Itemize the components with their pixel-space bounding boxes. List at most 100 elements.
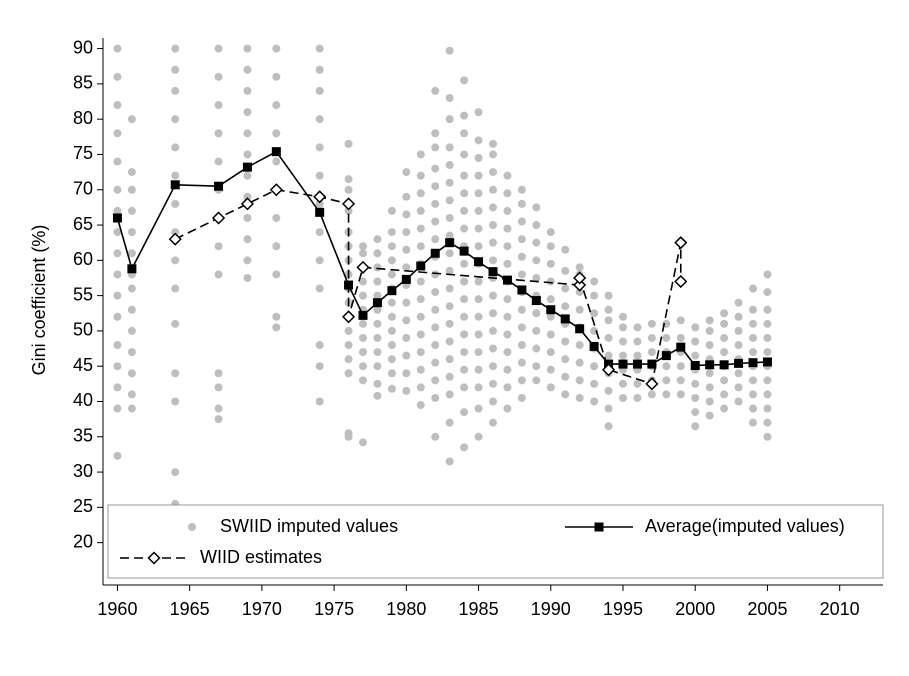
scatter-point bbox=[171, 468, 180, 477]
scatter-point bbox=[561, 302, 570, 311]
scatter-point bbox=[489, 150, 497, 159]
line-point bbox=[575, 324, 585, 334]
scatter-point bbox=[749, 333, 757, 342]
scatter-point bbox=[113, 101, 122, 110]
line-point bbox=[674, 274, 688, 289]
line-point bbox=[168, 232, 182, 246]
scatter-point bbox=[590, 326, 599, 335]
scatter-point bbox=[359, 319, 367, 328]
scatter-point bbox=[705, 383, 714, 392]
scatter-point bbox=[431, 323, 440, 332]
scatter-point bbox=[127, 284, 136, 293]
line-point bbox=[676, 342, 686, 352]
scatter-point bbox=[113, 206, 122, 215]
x-tick-label: 2000 bbox=[675, 599, 715, 619]
scatter-point bbox=[561, 337, 570, 346]
scatter-point bbox=[720, 376, 729, 385]
scatter-point bbox=[460, 330, 469, 339]
scatter-point bbox=[359, 376, 367, 385]
scatter-point bbox=[474, 136, 483, 145]
scatter-point bbox=[373, 362, 382, 371]
scatter-point bbox=[720, 309, 729, 318]
scatter-point bbox=[243, 129, 252, 138]
scatter-point bbox=[474, 330, 483, 339]
scatter-point bbox=[315, 397, 324, 406]
scatter-point bbox=[691, 379, 700, 388]
y-tick-label: 80 bbox=[73, 108, 93, 128]
scatter-point bbox=[720, 333, 729, 342]
line-point bbox=[341, 197, 356, 211]
y-axis-label: Gini coefficient (%) bbox=[29, 225, 49, 376]
scatter-point bbox=[402, 192, 411, 201]
scatter-point bbox=[445, 93, 454, 102]
scatter-point bbox=[445, 319, 454, 328]
scatter-point bbox=[517, 376, 526, 385]
x-tick-label: 1990 bbox=[531, 599, 571, 619]
y-tick-label: 20 bbox=[73, 531, 93, 551]
scatter-point bbox=[431, 288, 440, 297]
scatter-point bbox=[243, 150, 252, 159]
scatter-point bbox=[532, 376, 541, 385]
legend-symbol bbox=[188, 523, 196, 531]
scatter-point bbox=[431, 376, 440, 385]
scatter-point bbox=[113, 341, 122, 350]
line-point bbox=[573, 271, 587, 285]
scatter-point bbox=[720, 390, 729, 399]
scatter-point bbox=[604, 422, 613, 431]
scatter-point bbox=[633, 393, 642, 402]
scatter-point bbox=[489, 418, 497, 427]
scatter-point bbox=[619, 337, 627, 346]
scatter-point bbox=[720, 319, 729, 328]
line-point bbox=[315, 207, 325, 217]
scatter-point bbox=[373, 235, 382, 244]
scatter-point bbox=[532, 309, 541, 318]
scatter-point bbox=[387, 341, 396, 350]
scatter-point bbox=[214, 270, 223, 279]
scatter-point bbox=[561, 390, 570, 399]
scatter-point bbox=[416, 383, 425, 392]
line-point bbox=[372, 298, 382, 308]
scatter-point bbox=[691, 393, 700, 402]
scatter-point bbox=[705, 411, 714, 420]
scatter-point bbox=[402, 386, 411, 395]
scatter-point bbox=[214, 72, 223, 81]
line-point bbox=[416, 261, 426, 271]
line-point bbox=[647, 359, 657, 369]
scatter-point bbox=[474, 224, 483, 233]
scatter-point bbox=[517, 305, 526, 314]
scatter-point bbox=[546, 242, 555, 251]
scatter-point bbox=[517, 199, 526, 208]
scatter-point bbox=[575, 376, 584, 385]
scatter-point bbox=[315, 284, 324, 293]
scatter-point bbox=[171, 228, 180, 237]
scatter-point bbox=[402, 369, 411, 378]
scatter-point bbox=[503, 330, 512, 339]
legend-label: WIID estimates bbox=[200, 547, 322, 567]
scatter-point bbox=[431, 199, 440, 208]
data-line bbox=[174, 188, 682, 385]
line-point bbox=[214, 181, 224, 191]
scatter-point bbox=[763, 333, 772, 342]
scatter-point bbox=[445, 457, 454, 466]
scatter-point bbox=[647, 390, 656, 399]
scatter-point bbox=[416, 150, 425, 159]
scatter-point bbox=[272, 44, 281, 53]
scatter-point bbox=[243, 192, 252, 201]
scatter-point bbox=[127, 249, 136, 258]
scatter-point bbox=[619, 393, 627, 402]
scatter-point bbox=[532, 203, 541, 212]
scatter-point bbox=[445, 161, 454, 170]
scatter-point bbox=[763, 404, 772, 413]
scatter-point bbox=[517, 217, 526, 226]
scatter-point bbox=[431, 217, 440, 226]
scatter-point bbox=[402, 333, 411, 342]
scatter-point bbox=[561, 372, 570, 381]
scatter-point bbox=[445, 231, 454, 240]
line-point bbox=[517, 285, 527, 295]
scatter-point bbox=[445, 390, 454, 399]
scatter-point bbox=[113, 72, 122, 81]
y-tick-label: 85 bbox=[73, 73, 93, 93]
scatter-point bbox=[214, 157, 223, 166]
scatter-point bbox=[619, 351, 627, 360]
